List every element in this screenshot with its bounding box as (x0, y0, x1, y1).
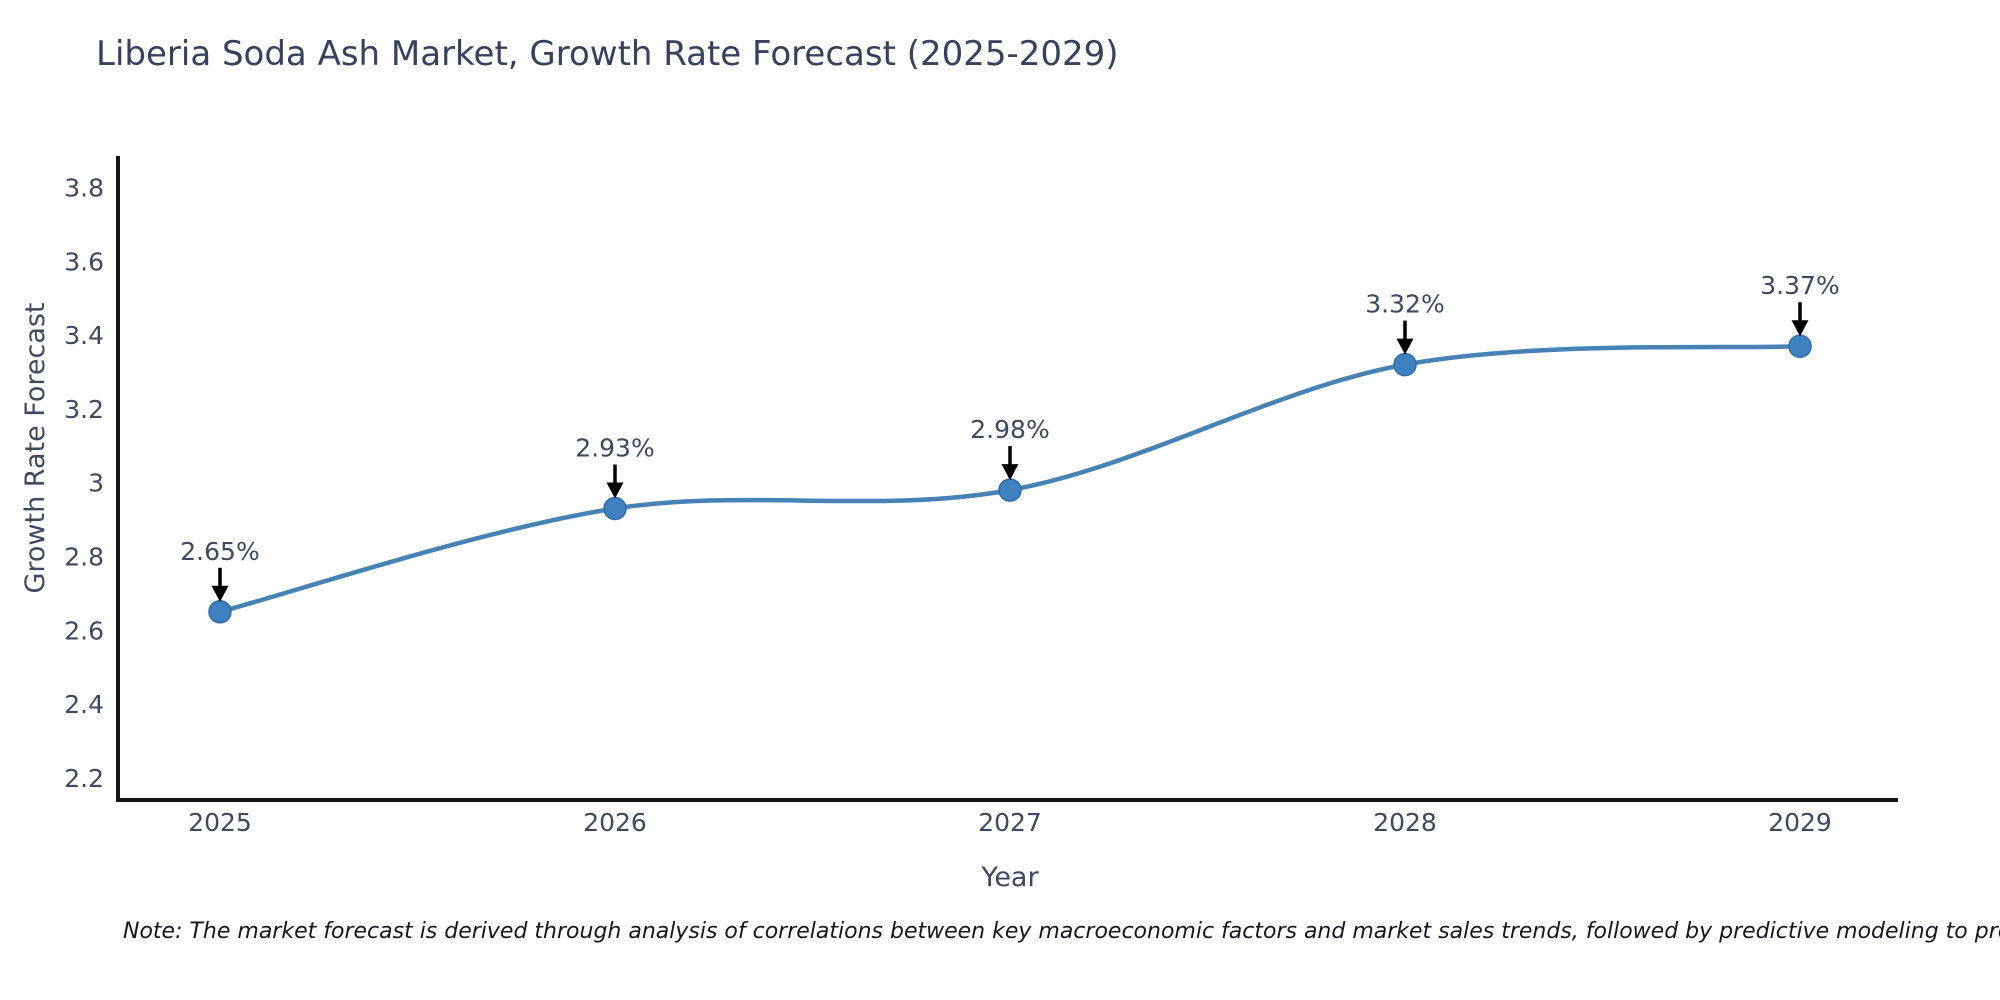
data-point-label: 2.93% (575, 434, 654, 463)
annotation-arrow-head (1001, 464, 1019, 481)
chart-title: Liberia Soda Ash Market, Growth Rate For… (96, 34, 1119, 74)
data-point-marker (1393, 352, 1417, 377)
y-tick-label: 2.8 (64, 543, 104, 572)
x-tick-label: 2028 (1373, 808, 1437, 837)
data-point-label: 2.65% (180, 537, 259, 566)
y-tick-label: 3.6 (64, 247, 104, 276)
annotation-arrow-head (1396, 338, 1414, 355)
data-point-marker (998, 478, 1022, 502)
footnote: Note: The market forecast is derived thr… (123, 919, 2000, 944)
y-tick-label: 3.4 (64, 321, 104, 350)
x-tick-label: 2029 (1768, 808, 1832, 837)
x-axis-title: Year (980, 862, 1039, 893)
data-point-label: 2.98% (970, 415, 1049, 444)
y-tick-label: 3.8 (64, 174, 104, 203)
y-tick-label: 3 (88, 469, 104, 498)
data-point-marker (208, 600, 232, 624)
annotation-arrow-head (606, 482, 624, 499)
x-tick-label: 2027 (978, 808, 1042, 837)
annotation-arrow-head (211, 585, 229, 602)
axis-lines (116, 156, 1898, 802)
data-point-marker (1788, 334, 1812, 358)
y-tick-label: 2.2 (64, 764, 104, 793)
y-axis-title: Growth Rate Forecast (20, 302, 51, 593)
y-tick-label: 2.4 (64, 690, 104, 719)
annotation-arrow-head (1791, 320, 1809, 337)
x-tick-label: 2025 (188, 808, 252, 837)
x-tick-label: 2026 (583, 808, 647, 837)
data-point-label: 3.32% (1365, 290, 1444, 319)
data-point-marker (603, 496, 627, 521)
y-tick-label: 3.2 (64, 395, 104, 424)
y-tick-label: 2.6 (64, 616, 104, 645)
data-point-label: 3.37% (1760, 271, 1839, 300)
